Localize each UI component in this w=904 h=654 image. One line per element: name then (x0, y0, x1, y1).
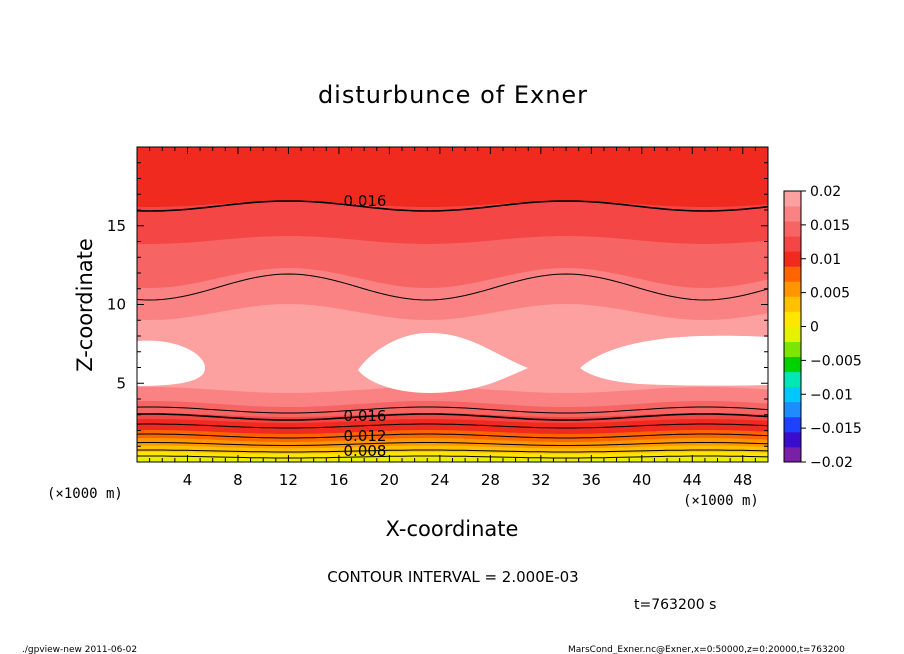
x-tick-label: 48 (733, 471, 752, 489)
x-axis-unit-right: (×1000 m) (683, 493, 759, 509)
colorbar-segment (784, 371, 801, 388)
contour-label: 0.012 (344, 427, 387, 445)
y-axis-label: Z-coordinate (73, 238, 97, 372)
colorbar-tick-label: −0.005 (810, 353, 862, 369)
colorbar-tick-label: −0.01 (810, 387, 853, 403)
x-tick-label: 36 (582, 471, 601, 489)
contour-label: 0.016 (344, 407, 387, 425)
contour-label: 0.008 (344, 442, 387, 460)
colorbar-segment (784, 431, 801, 448)
contour-line-low-a (137, 406, 768, 414)
x-tick-label: 28 (481, 471, 500, 489)
colorbar-segment (784, 386, 801, 403)
x-tick-label: 8 (233, 471, 243, 489)
colorbar-segment (784, 356, 801, 373)
time-note: t=763200 s (634, 597, 716, 613)
colorbar-tick-label: −0.02 (810, 455, 853, 471)
contour-field (137, 147, 768, 462)
colorbar-tick-label: −0.015 (810, 421, 862, 437)
colorbar-tick-label: 0.01 (810, 252, 841, 268)
colorbar-tick-label: 0.015 (810, 218, 850, 234)
x-axis-label: X-coordinate (386, 517, 519, 541)
colorbar-segment (784, 266, 801, 282)
y-tick-label: 5 (116, 374, 126, 392)
white-patch-left (137, 340, 205, 386)
contour-line-low-d (137, 455, 768, 459)
colorbar-segment (784, 221, 801, 237)
contour-line-0.008 (137, 449, 768, 453)
colorbar-segment (784, 281, 801, 297)
contour-line-low-c (137, 442, 768, 446)
colorbar-segment (784, 341, 801, 358)
x-axis-unit-left: (×1000 m) (47, 486, 123, 502)
colorbar-segment (784, 251, 801, 267)
colorbar-segment (784, 401, 801, 418)
y-tick-label: 10 (107, 296, 126, 314)
colorbar-segment (784, 206, 801, 222)
colorbar-segment (784, 296, 801, 312)
x-tick-label: 20 (380, 471, 399, 489)
colorbar: 0.02 0.015 0.01 0.005 0 −0.005 −0.01 −0.015 −0.0… (783, 184, 862, 471)
contour-line-0.014-upper (137, 273, 768, 301)
x-tick-label: 12 (279, 471, 298, 489)
colorbar-segment (784, 191, 801, 207)
x-tick-label: 44 (683, 471, 702, 489)
x-tick-label: 4 (183, 471, 193, 489)
contour-line-0.016-lower (137, 413, 768, 421)
colorbar-segment (784, 311, 801, 327)
colorbar-segment (784, 326, 801, 342)
colorbar-segment (784, 446, 801, 463)
footer-left: ./gpview-new 2011-06-02 (22, 645, 137, 654)
colorbar-tick-label: 0.02 (810, 184, 841, 200)
colorbar-tick-label: 0 (810, 320, 819, 336)
white-patch-center (358, 332, 528, 393)
x-tick-label: 16 (329, 471, 348, 489)
contour-line-low-b (137, 423, 768, 429)
white-patch-right (580, 335, 768, 386)
contour-line-0.012 (137, 433, 768, 439)
x-tick-label: 40 (632, 471, 651, 489)
y-tick-label: 15 (107, 217, 126, 235)
footer-right: MarsCond_Exner.nc@Exner,x=0:50000,z=0:20… (568, 645, 845, 654)
contour-label: 0.016 (344, 192, 387, 210)
x-tick-label: 32 (531, 471, 550, 489)
contour-interval-note: CONTOUR INTERVAL = 2.000E-03 (327, 568, 578, 586)
x-tick-label: 24 (430, 471, 449, 489)
colorbar-tick-label: 0.005 (810, 286, 850, 302)
chart-title: disturbunce of Exner (318, 81, 588, 109)
colorbar-segment (784, 236, 801, 252)
colorbar-segment (784, 416, 801, 433)
contour-line-0.016-upper (137, 200, 768, 212)
